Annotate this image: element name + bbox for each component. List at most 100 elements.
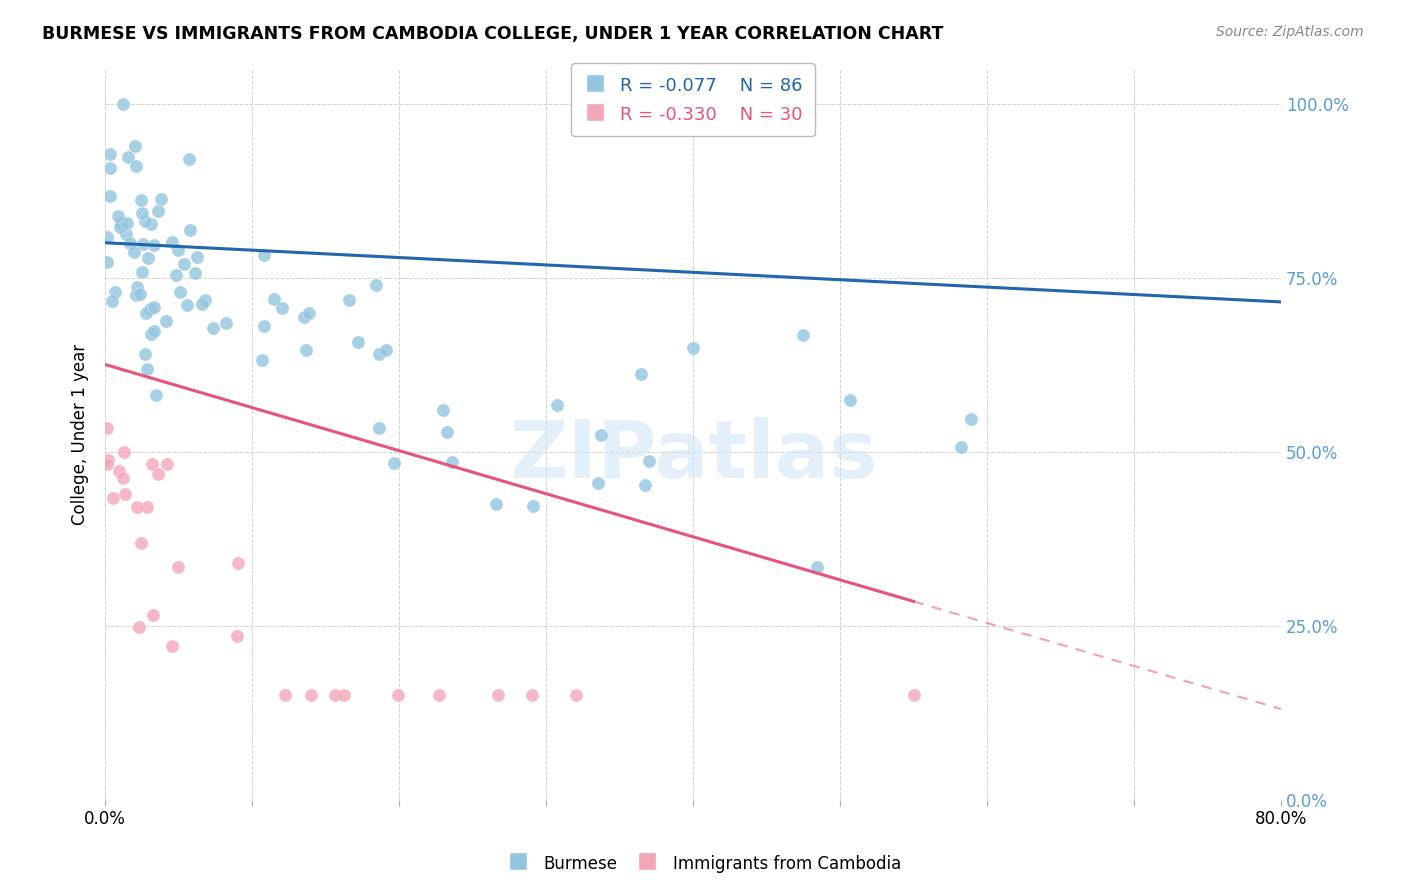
Point — [101, 491, 124, 505]
Point — [115, 227, 138, 241]
Point — [96, 421, 118, 435]
Point — [111, 471, 134, 485]
Point — [179, 222, 201, 236]
Point — [337, 293, 360, 307]
Point — [136, 500, 159, 514]
Point — [122, 245, 145, 260]
Point — [128, 620, 150, 634]
Point — [959, 411, 981, 425]
Text: ZIPatlas: ZIPatlas — [509, 417, 877, 495]
Point — [96, 230, 118, 244]
Point — [96, 458, 118, 472]
Point — [486, 688, 509, 702]
Point — [250, 353, 273, 368]
Point — [131, 206, 153, 220]
Point — [143, 238, 166, 252]
Point — [160, 639, 183, 653]
Point — [546, 398, 568, 412]
Point — [427, 688, 450, 702]
Point — [368, 420, 391, 434]
Point — [132, 237, 155, 252]
Point — [225, 629, 247, 643]
Point — [117, 150, 139, 164]
Point — [253, 318, 276, 333]
Point — [299, 688, 322, 702]
Point — [135, 306, 157, 320]
Point — [125, 500, 148, 514]
Point — [271, 301, 294, 315]
Point — [134, 214, 156, 228]
Point — [591, 427, 613, 442]
Point — [179, 152, 201, 166]
Point — [98, 189, 121, 203]
Text: Source: ZipAtlas.com: Source: ZipAtlas.com — [1216, 25, 1364, 39]
Point — [950, 440, 973, 454]
Point — [125, 288, 148, 302]
Point — [110, 220, 132, 235]
Point — [228, 556, 250, 570]
Point — [838, 392, 860, 407]
Point — [134, 347, 156, 361]
Point — [125, 279, 148, 293]
Point — [333, 688, 356, 702]
Point — [564, 688, 586, 702]
Point — [124, 138, 146, 153]
Text: BURMESE VS IMMIGRANTS FROM CAMBODIA COLLEGE, UNDER 1 YEAR CORRELATION CHART: BURMESE VS IMMIGRANTS FROM CAMBODIA COLL… — [42, 25, 943, 43]
Point — [141, 217, 163, 231]
Point — [114, 487, 136, 501]
Point — [96, 255, 118, 269]
Point — [191, 297, 214, 311]
Point — [160, 235, 183, 249]
Point — [156, 457, 179, 471]
Point — [135, 362, 157, 376]
Point — [176, 298, 198, 312]
Point — [165, 268, 187, 283]
Point — [382, 457, 405, 471]
Point — [145, 388, 167, 402]
Point — [297, 306, 319, 320]
Point — [186, 250, 208, 264]
Point — [588, 476, 610, 491]
Point — [139, 301, 162, 316]
Point — [129, 286, 152, 301]
Legend: R = -0.077    N = 86, R = -0.330    N = 30: R = -0.077 N = 86, R = -0.330 N = 30 — [571, 63, 815, 136]
Point — [129, 536, 152, 550]
Legend: Burmese, Immigrants from Cambodia: Burmese, Immigrants from Cambodia — [499, 847, 907, 880]
Point — [263, 292, 285, 306]
Point — [432, 403, 454, 417]
Point — [323, 688, 346, 702]
Point — [441, 455, 464, 469]
Point — [634, 478, 657, 492]
Point — [120, 235, 142, 250]
Point — [155, 314, 177, 328]
Point — [630, 368, 652, 382]
Point — [129, 193, 152, 207]
Point — [806, 560, 828, 574]
Point — [253, 248, 276, 262]
Point — [368, 346, 391, 360]
Point — [638, 454, 661, 468]
Point — [115, 216, 138, 230]
Point — [141, 457, 163, 471]
Point — [522, 499, 544, 513]
Point — [169, 285, 191, 299]
Point — [100, 146, 122, 161]
Point — [111, 97, 134, 112]
Point — [139, 326, 162, 341]
Point — [166, 560, 188, 574]
Point — [903, 688, 925, 702]
Point — [214, 316, 236, 330]
Point — [150, 192, 173, 206]
Point — [136, 251, 159, 265]
Point — [104, 285, 127, 300]
Point — [274, 688, 297, 702]
Point — [346, 334, 368, 349]
Point — [194, 293, 217, 307]
Point — [792, 328, 814, 343]
Point — [108, 464, 131, 478]
Point — [387, 688, 409, 702]
Point — [183, 266, 205, 280]
Point — [98, 161, 121, 175]
Point — [485, 497, 508, 511]
Point — [100, 294, 122, 309]
